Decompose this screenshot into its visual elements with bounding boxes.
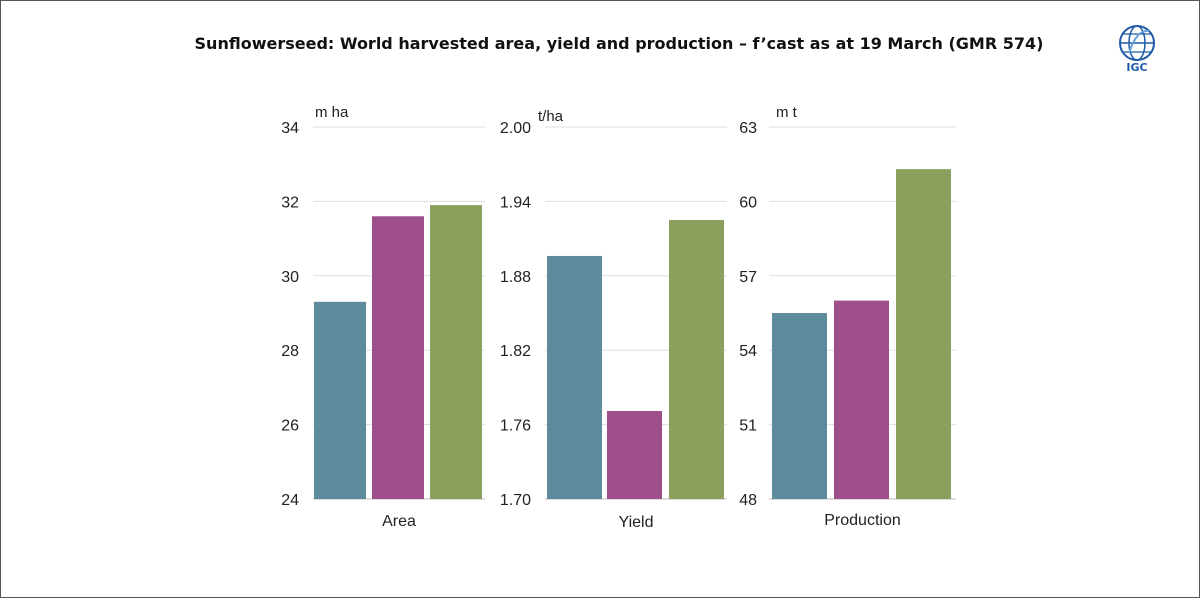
igc-logo-text: IGC [1126, 61, 1148, 74]
unit-label: m ha [315, 104, 349, 121]
bar [669, 220, 724, 499]
y-tick-label: 63 [739, 120, 757, 137]
y-tick-label: 1.94 [500, 194, 531, 211]
y-tick-label: 2.00 [500, 120, 531, 137]
y-tick-label: 34 [281, 120, 299, 137]
unit-label: t/ha [538, 108, 564, 125]
bar [430, 205, 482, 499]
bar [834, 300, 889, 499]
y-tick-label: 48 [739, 492, 757, 509]
bar [314, 301, 366, 499]
bar [772, 313, 827, 499]
y-tick-label: 1.70 [500, 492, 531, 509]
y-tick-label: 60 [739, 194, 757, 211]
y-tick-label: 30 [281, 269, 299, 286]
y-tick-label: 1.88 [500, 269, 531, 286]
y-tick-label: 54 [739, 343, 757, 360]
igc-logo: IGC [1113, 23, 1161, 77]
y-tick-label: 57 [739, 269, 757, 286]
igc-globe-icon [1119, 25, 1155, 61]
bar [896, 169, 951, 499]
y-tick-label: 51 [739, 418, 757, 435]
category-label: Area [382, 513, 416, 530]
chart-title: Sunflowerseed: World harvested area, yie… [194, 34, 1044, 53]
y-tick-label: 24 [281, 492, 299, 509]
y-tick-label: 28 [281, 343, 299, 360]
y-tick-label: 26 [281, 418, 299, 435]
bar [547, 255, 602, 499]
bar [372, 216, 424, 499]
y-tick-label: 32 [281, 194, 299, 211]
y-tick-label: 1.76 [500, 418, 531, 435]
category-label: Production [824, 512, 901, 529]
unit-label: m t [776, 104, 798, 121]
category-label: Yield [619, 514, 654, 531]
y-tick-label: 1.82 [500, 343, 531, 360]
bar [607, 410, 662, 499]
